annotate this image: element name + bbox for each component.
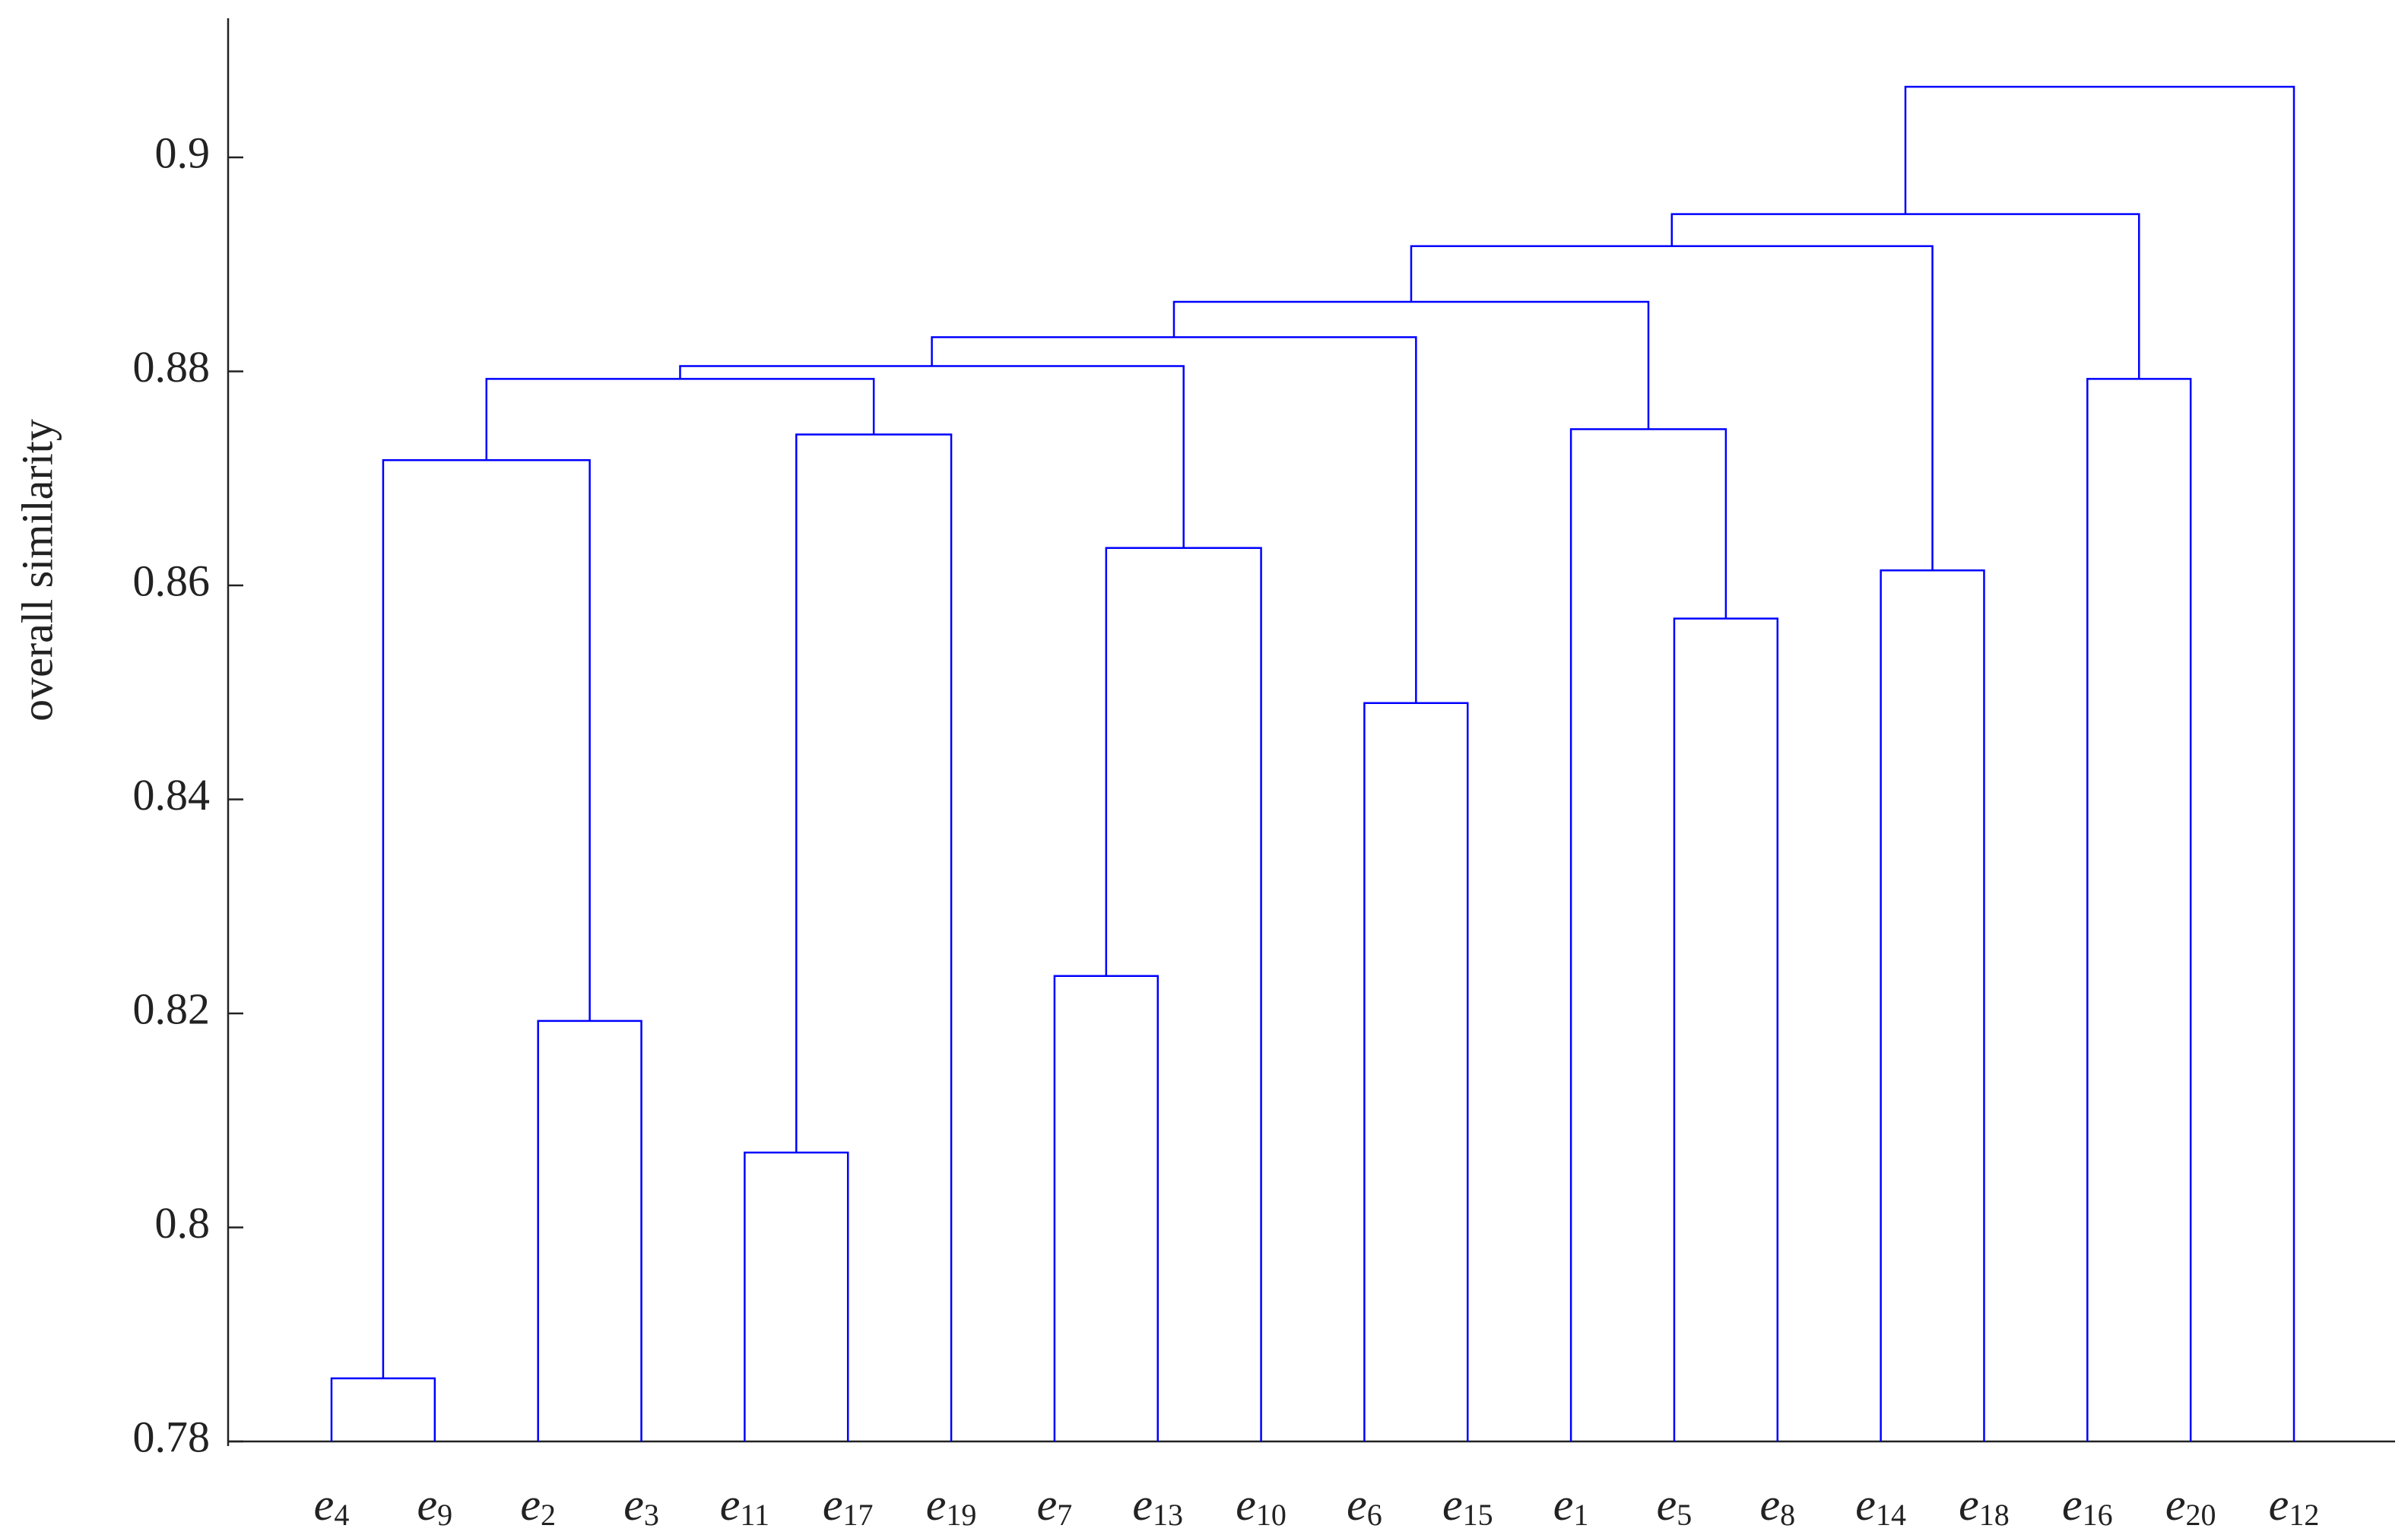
dendrogram-link: [1880, 569, 1985, 1441]
leaf-label: e4: [314, 1479, 350, 1532]
leaf-label-subscript: 3: [644, 1498, 659, 1532]
leaf-label-base: e: [1959, 1479, 1979, 1530]
dendrogram-link: [1569, 428, 1727, 1441]
leaf-label-subscript: 1: [1573, 1498, 1588, 1532]
leaf-label-subscript: 12: [2289, 1498, 2319, 1532]
y-tick-label: 0.8: [155, 1198, 211, 1248]
dendrogram-link: [795, 433, 953, 1441]
leaf-label-subscript: 17: [843, 1498, 874, 1532]
dendrogram-link: [537, 1020, 642, 1441]
dendrogram-link: [485, 378, 875, 461]
y-tick-label: 0.9: [155, 128, 211, 177]
leaf-label-base: e: [2062, 1479, 2083, 1530]
leaf-label-subscript: 9: [437, 1498, 452, 1532]
dendrogram-link: [1904, 85, 2295, 1441]
leaf-label-subscript: 4: [334, 1498, 349, 1532]
leaf-label-base: e: [417, 1479, 438, 1530]
dendrogram-link: [330, 1377, 436, 1441]
leaf-label-subscript: 19: [946, 1498, 976, 1532]
leaf-label-subscript: 11: [740, 1498, 769, 1532]
dendrogram-link: [382, 459, 591, 1378]
leaf-label-base: e: [1553, 1479, 1574, 1530]
leaf-label: e12: [2269, 1479, 2320, 1532]
leaf-label: e16: [2062, 1479, 2113, 1532]
dendrogram-link: [931, 336, 1417, 703]
leaf-label-base: e: [623, 1479, 644, 1530]
leaf-label: e13: [1132, 1479, 1183, 1532]
y-tick-label: 0.88: [133, 342, 211, 392]
leaf-label-base: e: [1855, 1479, 1876, 1530]
leaf-label: e10: [1236, 1479, 1286, 1532]
leaf-label: e18: [1959, 1479, 2010, 1532]
leaf-label-subscript: 2: [541, 1498, 556, 1532]
leaf-label-base: e: [2269, 1479, 2289, 1530]
dendrogram-link: [1105, 547, 1262, 1441]
leaf-label-subscript: 14: [1876, 1498, 1906, 1532]
leaf-label: e2: [520, 1479, 556, 1532]
leaf-label-subscript: 7: [1057, 1498, 1072, 1532]
leaf-label-subscript: 10: [1256, 1498, 1286, 1532]
leaf-label-base: e: [1759, 1479, 1780, 1530]
leaf-label-base: e: [1657, 1479, 1677, 1530]
leaf-label: e17: [823, 1479, 874, 1532]
leaf-label-subscript: 18: [1979, 1498, 2010, 1532]
dendrogram-link: [1673, 617, 1779, 1441]
leaf-label-subscript: 20: [2185, 1498, 2216, 1532]
leaf-label-subscript: 8: [1780, 1498, 1795, 1532]
leaf-label: e5: [1657, 1479, 1693, 1532]
leaf-label: e15: [1442, 1479, 1493, 1532]
dendrogram-link: [679, 365, 1185, 548]
y-tick-label: 0.82: [133, 984, 211, 1033]
y-tick-label: 0.86: [133, 556, 211, 605]
dendrogram-link: [744, 1151, 849, 1441]
leaf-label: e14: [1855, 1479, 1906, 1532]
leaf-label: e6: [1347, 1479, 1382, 1532]
leaf-label: e9: [417, 1479, 453, 1532]
leaf-label-base: e: [1132, 1479, 1153, 1530]
leaf-label-base: e: [314, 1479, 335, 1530]
leaf-label-base: e: [823, 1479, 843, 1530]
leaf-label-subscript: 5: [1677, 1498, 1692, 1532]
leaf-label: e3: [623, 1479, 659, 1532]
leaf-label: e19: [926, 1479, 977, 1532]
leaf-label-base: e: [1037, 1479, 1058, 1530]
leaf-label: e20: [2165, 1479, 2216, 1532]
dendrogram-link: [1363, 702, 1469, 1441]
leaf-label-base: e: [1347, 1479, 1367, 1530]
dendrogram-link: [1410, 245, 1934, 571]
dendrogram-link: [2086, 378, 2192, 1441]
dendrogram-link: [1053, 975, 1159, 1441]
leaf-label: e1: [1553, 1479, 1589, 1532]
leaf-label-base: e: [1442, 1479, 1463, 1530]
leaf-label: e8: [1759, 1479, 1795, 1532]
leaf-label-base: e: [1236, 1479, 1256, 1530]
leaf-label-base: e: [2165, 1479, 2186, 1530]
leaf-label-subscript: 15: [1463, 1498, 1493, 1532]
leaf-label-subscript: 13: [1153, 1498, 1183, 1532]
leaf-label-base: e: [926, 1479, 947, 1530]
leaf-label-subscript: 16: [2083, 1498, 2113, 1532]
y-tick-label: 0.84: [133, 770, 211, 820]
y-tick-label: 0.78: [133, 1412, 211, 1461]
leaf-label-base: e: [720, 1479, 741, 1530]
leaf-label-subscript: 6: [1367, 1498, 1382, 1532]
y-axis-label: overall similarity: [12, 419, 62, 721]
leaf-label: e7: [1037, 1479, 1073, 1532]
leaf-label: e11: [720, 1479, 769, 1532]
leaf-label-base: e: [520, 1479, 541, 1530]
dendrogram-link: [1670, 213, 2140, 379]
dendrogram-link: [1172, 300, 1650, 430]
